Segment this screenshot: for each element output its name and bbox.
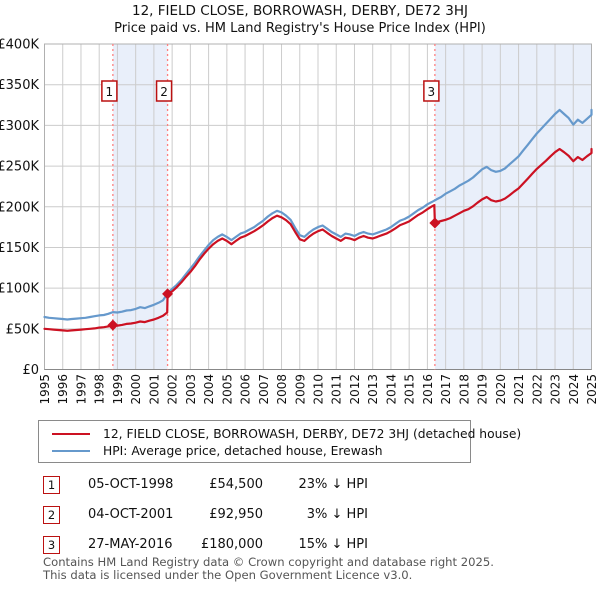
sale-diamond-marker	[107, 319, 119, 331]
table-row: 2 04-OCT-2001 £92,950 3% ↓ HPI	[43, 506, 383, 524]
sale-price: £54,500	[209, 477, 263, 492]
y-tick-label: £150K	[0, 241, 39, 256]
page-title: 12, FIELD CLOSE, BORROWASH, DERBY, DE72 …	[132, 3, 468, 19]
sale-marker-badge: 1	[43, 476, 60, 494]
footer-line: This data is licensed under the Open Gov…	[43, 567, 413, 582]
x-tick-label: 2022	[530, 374, 544, 405]
sale-number: 1	[106, 85, 114, 99]
page-subtitle: Price paid vs. HM Land Registry's House …	[114, 21, 486, 36]
x-tick-label: 2024	[567, 374, 581, 405]
x-tick-label: 2019	[476, 374, 490, 405]
sale-price: £180,000	[200, 537, 263, 552]
price-paid-line	[43, 147, 593, 332]
x-tick-label: 1996	[56, 374, 70, 405]
x-tick-label: 1995	[38, 374, 52, 405]
x-tick-label: 2009	[293, 374, 307, 405]
y-tick-label: £50K	[6, 322, 40, 337]
sale-hpi-diff: 3% ↓ HPI	[306, 507, 368, 522]
table-row: 1 05-OCT-1998 £54,500 23% ↓ HPI	[43, 476, 383, 494]
hpi-line-swatch-icon	[52, 449, 90, 452]
sale-hpi-diff: 15% ↓ HPI	[298, 537, 368, 552]
x-tick-label: 2023	[549, 374, 563, 405]
x-tick-label: 2003	[184, 374, 198, 405]
x-tick-label: 2012	[348, 374, 362, 405]
y-tick-label: £400K	[0, 38, 39, 53]
sale-marker-badge: 2	[43, 506, 60, 524]
x-tick-label: 2016	[421, 374, 435, 405]
x-tick-label: 1999	[111, 374, 125, 405]
sale-hpi-diff: 23% ↓ HPI	[298, 477, 368, 492]
x-tick-label: 2004	[202, 374, 216, 405]
x-tick-label: 1998	[93, 374, 107, 405]
sale-number-box	[101, 80, 118, 102]
footer-line: Contains HM Land Registry data © Crown c…	[43, 555, 494, 569]
y-tick-label: £350K	[0, 78, 39, 93]
sale-date: 05-OCT-1998	[88, 477, 174, 492]
x-tick-label: 2001	[147, 374, 161, 405]
sale-diamond-marker	[429, 217, 441, 229]
legend-label: 12, FIELD CLOSE, BORROWASH, DERBY, DE72 …	[103, 426, 522, 441]
chart-legend: 12, FIELD CLOSE, BORROWASH, DERBY, DE72 …	[38, 420, 521, 463]
legend-label: HPI: Average price, detached house, Erew…	[103, 443, 383, 458]
hpi-line	[43, 108, 593, 321]
legend-item-hpi: HPI: Average price, detached house, Erew…	[52, 442, 470, 459]
license-footer: Contains HM Land Registry data © Crown c…	[43, 556, 494, 581]
x-tick-label: 2000	[129, 374, 143, 405]
x-tick-label: 2020	[494, 374, 508, 405]
x-tick-label: 2008	[275, 374, 289, 405]
x-tick-label: 2011	[330, 374, 344, 405]
x-tick-label: 2017	[439, 374, 453, 405]
x-tick-label: 2005	[220, 374, 234, 405]
sale-marker-badge: 3	[43, 536, 60, 554]
x-tick-label: 2007	[257, 374, 271, 405]
x-tick-label: 2006	[239, 374, 253, 405]
x-tick-label: 2002	[166, 374, 180, 405]
table-row: 3 27-MAY-2016 £180,000 15% ↓ HPI	[43, 536, 383, 554]
y-tick-label: £300K	[0, 119, 39, 134]
x-tick-label: 2013	[366, 374, 380, 405]
sale-number: 2	[160, 85, 168, 99]
x-tick-label: 2025	[585, 374, 599, 405]
legend-item-property: 12, FIELD CLOSE, BORROWASH, DERBY, DE72 …	[52, 425, 521, 442]
x-tick-label: 2010	[312, 374, 326, 405]
sale-diamond-marker	[162, 288, 174, 300]
sale-price: £92,950	[209, 507, 263, 522]
y-tick-label: £200K	[0, 200, 39, 215]
y-tick-label: £0	[22, 363, 39, 378]
sale-date: 04-OCT-2001	[88, 507, 174, 522]
property-line-swatch-icon	[52, 432, 90, 435]
x-tick-label: 1997	[74, 374, 88, 405]
sale-number-box	[423, 80, 440, 102]
price-chart: 1 2 3 £0 £50K £100K £150K £200K £250K £300K £350K £…	[0, 38, 599, 405]
x-tick-label: 2018	[457, 374, 471, 405]
sale-number: 3	[428, 85, 436, 99]
sale-number-box	[155, 80, 173, 102]
x-tick-label: 2014	[384, 374, 398, 405]
y-tick-label: £250K	[0, 160, 39, 175]
sale-date: 27-MAY-2016	[88, 537, 173, 552]
x-tick-label: 2015	[403, 374, 417, 405]
y-tick-label: £100K	[0, 282, 39, 297]
x-tick-label: 2021	[512, 374, 526, 405]
